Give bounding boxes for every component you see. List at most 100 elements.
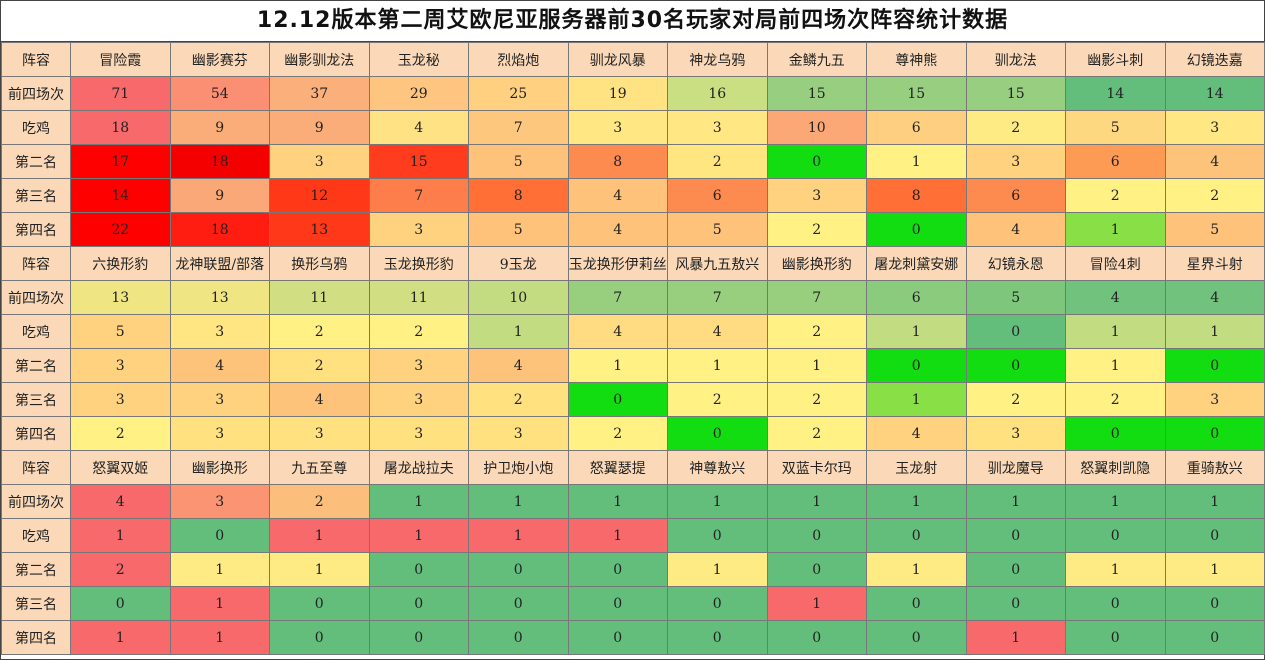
stat-value-cell: 1 bbox=[468, 314, 569, 349]
stat-value-cell: 2 bbox=[1065, 382, 1166, 417]
stat-value-cell: 15 bbox=[866, 76, 967, 111]
stat-value-cell: 13 bbox=[269, 212, 370, 247]
stat-value-cell: 2 bbox=[269, 484, 370, 519]
stat-value-cell: 16 bbox=[667, 76, 768, 111]
stat-value-cell: 0 bbox=[269, 620, 370, 655]
stat-value-cell: 18 bbox=[169, 144, 270, 179]
stat-value-cell: 11 bbox=[368, 280, 469, 315]
comp-name-cell: 怒翼双姬 bbox=[70, 450, 171, 485]
row-label-cell: 前四场次 bbox=[1, 484, 71, 519]
stat-value-cell: 1 bbox=[368, 484, 469, 519]
row-label-cell: 第二名 bbox=[1, 552, 71, 587]
comp-name-cell: 屠龙战拉夫 bbox=[368, 450, 469, 485]
comp-name-cell: 双蓝卡尔玛 bbox=[766, 450, 867, 485]
stat-value-cell: 1 bbox=[70, 518, 171, 553]
stat-value-cell: 0 bbox=[1164, 416, 1265, 451]
stat-value-cell: 1 bbox=[567, 348, 668, 383]
stat-value-cell: 14 bbox=[70, 178, 171, 213]
stat-value-cell: 71 bbox=[70, 76, 171, 111]
stat-value-cell: 0 bbox=[368, 620, 469, 655]
comp-name-cell: 怒翼刺凯隐 bbox=[1065, 450, 1166, 485]
stat-value-cell: 2 bbox=[766, 314, 867, 349]
stat-row: 第三名 14 9 12 7 8 4 6 3 8 6 2 2 bbox=[1, 178, 1265, 213]
stat-value-cell: 4 bbox=[269, 382, 370, 417]
stat-value-cell: 1 bbox=[1164, 484, 1265, 519]
stat-row: 第四名 1 1 0 0 0 0 0 0 0 1 0 0 bbox=[1, 620, 1265, 655]
comp-name-cell: 金鳞九五 bbox=[766, 42, 867, 77]
comp-name-cell: 幽影赛芬 bbox=[169, 42, 270, 77]
stat-value-cell: 3 bbox=[269, 416, 370, 451]
stat-value-cell: 1 bbox=[169, 620, 270, 655]
stat-value-cell: 0 bbox=[667, 620, 768, 655]
stat-value-cell: 2 bbox=[766, 416, 867, 451]
stat-value-cell: 2 bbox=[766, 382, 867, 417]
comp-name-cell: 神尊敖兴 bbox=[667, 450, 768, 485]
row-label-cell: 第二名 bbox=[1, 348, 71, 383]
stat-value-cell: 10 bbox=[766, 110, 867, 145]
stat-value-cell: 2 bbox=[269, 348, 370, 383]
stat-value-cell: 0 bbox=[1065, 586, 1166, 621]
stat-value-cell: 9 bbox=[169, 178, 270, 213]
stat-row: 前四场次 13 13 11 11 10 7 7 7 6 5 4 4 bbox=[1, 280, 1265, 315]
stat-value-cell: 5 bbox=[965, 280, 1066, 315]
stat-value-cell: 3 bbox=[70, 382, 171, 417]
stat-value-cell: 1 bbox=[866, 552, 967, 587]
stat-value-cell: 17 bbox=[70, 144, 171, 179]
stat-row: 第三名 0 1 0 0 0 0 0 1 0 0 0 0 bbox=[1, 586, 1265, 621]
stat-value-cell: 4 bbox=[1164, 144, 1265, 179]
stat-value-cell: 0 bbox=[1164, 620, 1265, 655]
stat-value-cell: 0 bbox=[667, 518, 768, 553]
stat-value-cell: 5 bbox=[667, 212, 768, 247]
stat-value-cell: 3 bbox=[468, 416, 569, 451]
comp-name-cell: 幻镜永恩 bbox=[965, 246, 1066, 281]
comp-name-cell: 驯龙魔导 bbox=[965, 450, 1066, 485]
row-label-cell: 第二名 bbox=[1, 144, 71, 179]
stat-value-cell: 0 bbox=[468, 620, 569, 655]
stat-value-cell: 1 bbox=[766, 586, 867, 621]
stat-value-cell: 1 bbox=[567, 484, 668, 519]
comp-header-row: 阵容 怒翼双姬 幽影换形 九五至尊 屠龙战拉夫 护卫炮小炮 怒翼瑟提 神尊敖兴 双蓝卡尔玛 玉龙射… bbox=[1, 450, 1265, 485]
stat-value-cell: 0 bbox=[567, 586, 668, 621]
stat-value-cell: 0 bbox=[70, 586, 171, 621]
stat-value-cell: 1 bbox=[1065, 552, 1166, 587]
comp-name-cell: 屠龙刺黛安娜 bbox=[866, 246, 967, 281]
stat-value-cell: 4 bbox=[567, 314, 668, 349]
stat-value-cell: 1 bbox=[866, 314, 967, 349]
stat-value-cell: 3 bbox=[567, 110, 668, 145]
stats-table: 阵容 冒险霞 幽影赛芬 幽影驯龙法 玉龙秘 烈焰炮 驯龙风暴 神龙乌鸦 金鳞九五 尊神熊 驯龙法 幽影… bbox=[1, 42, 1265, 655]
stat-value-cell: 0 bbox=[766, 552, 867, 587]
stat-value-cell: 3 bbox=[368, 382, 469, 417]
stat-row: 第二名 3 4 2 3 4 1 1 1 0 0 1 0 bbox=[1, 348, 1265, 383]
stat-value-cell: 15 bbox=[965, 76, 1066, 111]
comp-name-cell: 幻镜迭嘉 bbox=[1164, 42, 1265, 77]
row-label-cell: 第三名 bbox=[1, 178, 71, 213]
comp-name-cell: 幽影换形豹 bbox=[766, 246, 867, 281]
stat-value-cell: 13 bbox=[169, 280, 270, 315]
stat-value-cell: 1 bbox=[667, 552, 768, 587]
stat-value-cell: 0 bbox=[368, 586, 469, 621]
stat-value-cell: 1 bbox=[567, 518, 668, 553]
stat-value-cell: 4 bbox=[1164, 280, 1265, 315]
stat-value-cell: 22 bbox=[70, 212, 171, 247]
stat-value-cell: 1 bbox=[269, 552, 370, 587]
row-label-cell: 第四名 bbox=[1, 212, 71, 247]
stat-value-cell: 8 bbox=[567, 144, 668, 179]
stat-value-cell: 4 bbox=[667, 314, 768, 349]
stat-value-cell: 18 bbox=[169, 212, 270, 247]
stat-value-cell: 15 bbox=[766, 76, 867, 111]
stat-value-cell: 0 bbox=[468, 586, 569, 621]
stat-value-cell: 2 bbox=[269, 314, 370, 349]
comp-name-cell: 幽影驯龙法 bbox=[269, 42, 370, 77]
stat-value-cell: 7 bbox=[766, 280, 867, 315]
stat-value-cell: 1 bbox=[1164, 314, 1265, 349]
stat-value-cell: 1 bbox=[667, 348, 768, 383]
row-label-cell: 前四场次 bbox=[1, 76, 71, 111]
stat-value-cell: 1 bbox=[866, 144, 967, 179]
comp-name-cell: 尊神熊 bbox=[866, 42, 967, 77]
comp-name-cell: 星界斗射 bbox=[1164, 246, 1265, 281]
stat-value-cell: 4 bbox=[169, 348, 270, 383]
stat-value-cell: 4 bbox=[368, 110, 469, 145]
stat-value-cell: 1 bbox=[667, 484, 768, 519]
row-label-cell: 第三名 bbox=[1, 586, 71, 621]
